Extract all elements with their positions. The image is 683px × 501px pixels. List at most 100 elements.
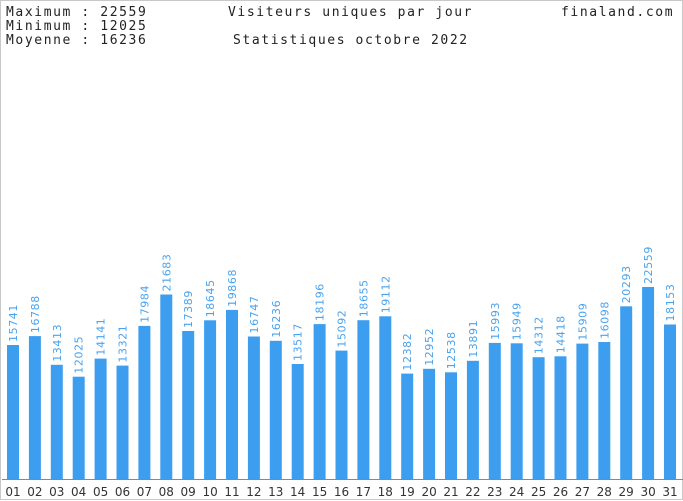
bar-12 (247, 336, 260, 479)
value-label-22: 13891 (467, 320, 480, 358)
bar-13 (269, 340, 282, 479)
bar-21 (445, 372, 457, 479)
bar-05 (94, 358, 107, 479)
bar-01 (7, 345, 19, 479)
x-tick-label-10: 10 (202, 485, 217, 499)
bar-18 (379, 316, 392, 479)
value-label-17: 18655 (357, 279, 370, 317)
x-tick-label-12: 12 (246, 485, 261, 499)
value-label-14: 13517 (292, 323, 305, 361)
x-tick-label-28: 28 (597, 485, 612, 499)
x-tick-label-16: 16 (334, 485, 349, 499)
value-label-24: 15949 (511, 302, 524, 340)
bar-10 (204, 320, 217, 479)
x-tick-label-07: 07 (137, 485, 152, 499)
value-label-27: 15909 (576, 303, 589, 341)
bar-20 (423, 368, 436, 479)
x-tick-label-03: 03 (49, 485, 64, 499)
bar-06 (116, 365, 129, 479)
x-tick-label-04: 04 (71, 485, 86, 499)
value-label-11: 19868 (226, 269, 239, 307)
bar-03 (50, 364, 63, 479)
x-tick-label-31: 31 (662, 485, 677, 499)
x-tick-label-13: 13 (268, 485, 283, 499)
bar-29 (620, 306, 633, 479)
bar-07 (138, 325, 151, 479)
value-label-06: 13321 (117, 325, 130, 363)
value-label-23: 15993 (489, 302, 502, 340)
value-label-02: 16788 (29, 295, 42, 333)
x-tick-label-09: 09 (181, 485, 196, 499)
x-tick-label-24: 24 (509, 485, 524, 499)
bar-14 (291, 364, 304, 479)
bar-23 (488, 342, 501, 479)
bar-24 (510, 343, 523, 479)
value-label-08: 21683 (160, 254, 173, 292)
chart-subtitle: Statistiques octobre 2022 (233, 33, 469, 48)
value-label-12: 16747 (248, 296, 261, 334)
bar-15 (313, 324, 326, 479)
min-value: 12025 (100, 19, 148, 34)
x-tick-label-19: 19 (400, 485, 415, 499)
value-label-01: 15741 (7, 304, 20, 342)
value-label-29: 20293 (620, 265, 633, 303)
x-tick-label-30: 30 (640, 485, 655, 499)
bar-08 (160, 294, 173, 479)
x-tick-label-05: 05 (93, 485, 108, 499)
value-label-07: 17984 (138, 285, 151, 323)
min-stat: Minimum : 12025 (6, 19, 148, 34)
value-label-04: 12025 (73, 336, 86, 374)
x-tick-label-20: 20 (421, 485, 436, 499)
x-tick-label-29: 29 (619, 485, 634, 499)
bar-16 (335, 350, 348, 479)
x-tick-label-06: 06 (115, 485, 130, 499)
bar-26 (554, 356, 567, 479)
x-tick-label-21: 21 (443, 485, 458, 499)
value-label-20: 12952 (423, 328, 436, 366)
x-tick-label-15: 15 (312, 485, 327, 499)
bar-09 (182, 331, 195, 479)
site-name: finaland.com (561, 5, 675, 20)
x-tick-label-18: 18 (378, 485, 393, 499)
bar-22 (466, 360, 479, 479)
bar-28 (598, 342, 611, 479)
avg-label: Moyenne (6, 33, 72, 48)
max-stat: Maximum : 22559 (6, 5, 148, 20)
value-label-18: 19112 (379, 275, 392, 313)
avg-stat: Moyenne : 16236 (6, 33, 148, 48)
max-label: Maximum (6, 5, 72, 20)
x-tick-label-11: 11 (224, 485, 239, 499)
x-tick-label-26: 26 (553, 485, 568, 499)
bar-19 (401, 373, 414, 479)
value-label-13: 16236 (270, 300, 283, 338)
bar-17 (357, 320, 370, 479)
bar-04 (72, 376, 85, 479)
bar-25 (532, 357, 545, 479)
x-tick-label-23: 23 (487, 485, 502, 499)
value-label-25: 14312 (533, 316, 546, 354)
x-tick-label-14: 14 (290, 485, 305, 499)
value-label-19: 12382 (401, 333, 414, 371)
chart-title: Visiteurs uniques par jour (228, 5, 474, 20)
value-label-30: 22559 (642, 246, 655, 284)
value-label-31: 18153 (664, 284, 677, 322)
bar-11 (226, 309, 238, 479)
bar-02 (28, 336, 41, 479)
min-label: Minimum (6, 19, 72, 34)
value-label-26: 14418 (555, 315, 568, 353)
max-value: 22559 (100, 5, 148, 20)
bar-30 (642, 287, 655, 479)
x-tick-label-27: 27 (575, 485, 590, 499)
bar-27 (576, 343, 589, 479)
value-label-09: 17389 (182, 290, 195, 328)
bar-31 (664, 324, 676, 479)
x-tick-label-17: 17 (356, 485, 371, 499)
value-label-28: 16098 (598, 301, 611, 339)
value-label-05: 14141 (95, 318, 108, 356)
x-tick-label-08: 08 (159, 485, 174, 499)
value-label-16: 15092 (336, 310, 349, 348)
value-label-21: 12538 (445, 331, 458, 369)
x-tick-label-22: 22 (465, 485, 480, 499)
